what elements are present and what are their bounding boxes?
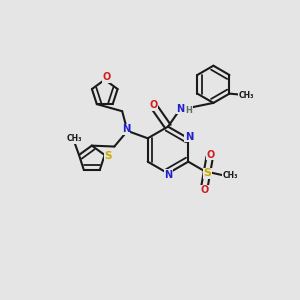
- Text: CH₃: CH₃: [239, 91, 254, 100]
- Text: O: O: [102, 72, 110, 82]
- Text: N: N: [164, 170, 173, 180]
- Text: N: N: [185, 132, 193, 142]
- Text: N: N: [176, 104, 184, 114]
- Text: O: O: [149, 100, 158, 110]
- Text: S: S: [104, 151, 112, 161]
- Text: N: N: [122, 124, 130, 134]
- Text: O: O: [201, 185, 209, 195]
- Text: N: N: [122, 124, 130, 134]
- Text: N: N: [185, 132, 193, 142]
- Text: S: S: [204, 168, 212, 178]
- Text: N: N: [176, 104, 184, 114]
- Text: CH₃: CH₃: [67, 134, 82, 143]
- Text: H: H: [185, 106, 192, 115]
- Text: O: O: [206, 150, 214, 160]
- Text: N: N: [164, 170, 173, 180]
- Text: H: H: [185, 106, 192, 115]
- Text: CH₃: CH₃: [222, 171, 238, 180]
